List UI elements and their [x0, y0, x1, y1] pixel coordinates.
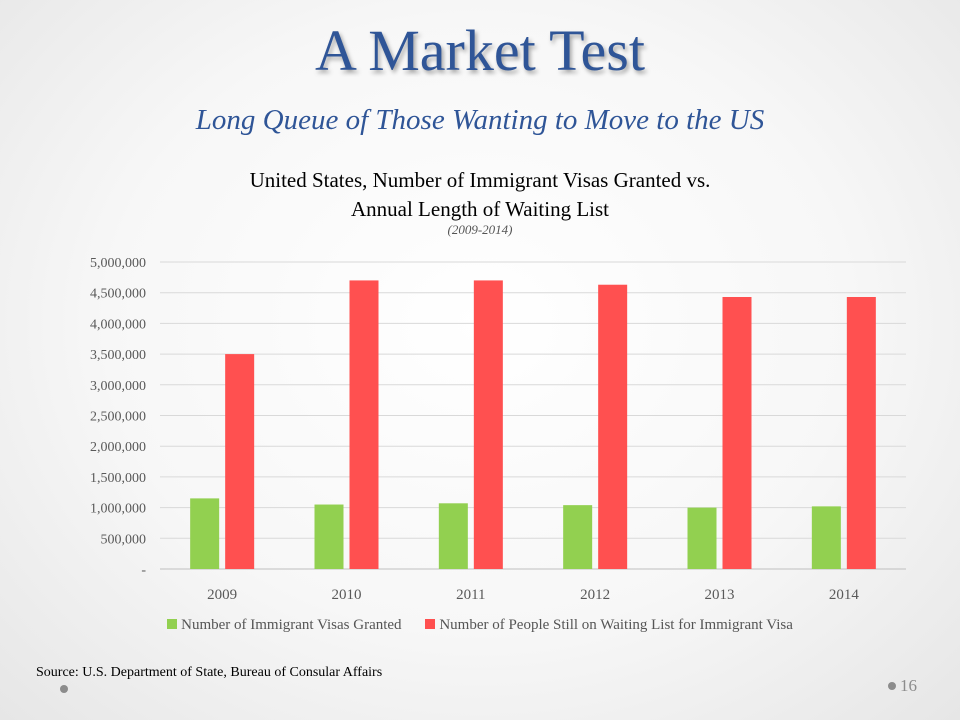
x-tick-label: 2011: [456, 587, 485, 603]
chart-legend: Number of Immigrant Visas Granted Number…: [0, 617, 960, 634]
legend-label-granted: Number of Immigrant Visas Granted: [181, 617, 402, 633]
bar-visas-granted: [190, 498, 220, 569]
bar-waiting-list: [846, 296, 876, 569]
bar-visas-granted: [687, 507, 717, 569]
chart-subtitle: (2009-2014): [447, 222, 513, 237]
x-tick-label: 2013: [705, 587, 735, 603]
legend-item-waiting: Number of People Still on Waiting List f…: [425, 617, 793, 634]
x-tick-label: 2012: [580, 587, 610, 603]
bar-visas-granted: [811, 506, 841, 569]
x-tick-label: 2009: [207, 587, 237, 603]
legend-swatch-waiting: [425, 619, 436, 629]
y-tick-label: 2,000,000: [90, 440, 146, 455]
bar-waiting-list: [473, 280, 503, 569]
page-number: 16: [900, 676, 917, 695]
y-tick-label: 4,000,000: [90, 317, 146, 332]
y-tick-label: -: [141, 563, 146, 578]
legend-item-granted: Number of Immigrant Visas Granted: [167, 617, 402, 634]
slide-subtitle: Long Queue of Those Wanting to Move to t…: [195, 104, 765, 136]
y-tick-label: 3,000,000: [90, 379, 146, 394]
y-tick-label: 5,000,000: [90, 256, 146, 271]
y-tick-label: 3,500,000: [90, 348, 146, 363]
y-tick-label: 4,500,000: [90, 287, 146, 302]
y-tick-label: 1,000,000: [90, 502, 146, 517]
bar-waiting-list: [598, 284, 628, 569]
x-tick-label: 2010: [332, 587, 362, 603]
legend-label-waiting: Number of People Still on Waiting List f…: [439, 617, 793, 633]
x-tick-label: 2014: [829, 587, 860, 603]
y-tick-label: 1,500,000: [90, 471, 146, 486]
source-note: Source: U.S. Department of State, Bureau…: [36, 665, 383, 680]
slide-title: A Market Test: [315, 18, 645, 83]
chart-title-line-1: United States, Number of Immigrant Visas…: [249, 168, 711, 192]
bar-waiting-list: [225, 354, 255, 569]
chart-title: United States, Number of Immigrant Visas…: [0, 166, 960, 224]
bullet-dot-right: [888, 682, 896, 690]
y-tick-label: 2,500,000: [90, 410, 146, 425]
bar-waiting-list: [722, 296, 752, 569]
chart-title-line-2: Annual Length of Waiting List: [350, 197, 610, 221]
bar-visas-granted: [314, 504, 344, 569]
bar-waiting-list: [349, 280, 379, 569]
legend-swatch-granted: [167, 619, 178, 629]
y-tick-label: 500,000: [101, 532, 147, 547]
bar-visas-granted: [438, 503, 468, 569]
bar-visas-granted: [563, 505, 593, 569]
bullet-dot-left: [60, 685, 68, 693]
